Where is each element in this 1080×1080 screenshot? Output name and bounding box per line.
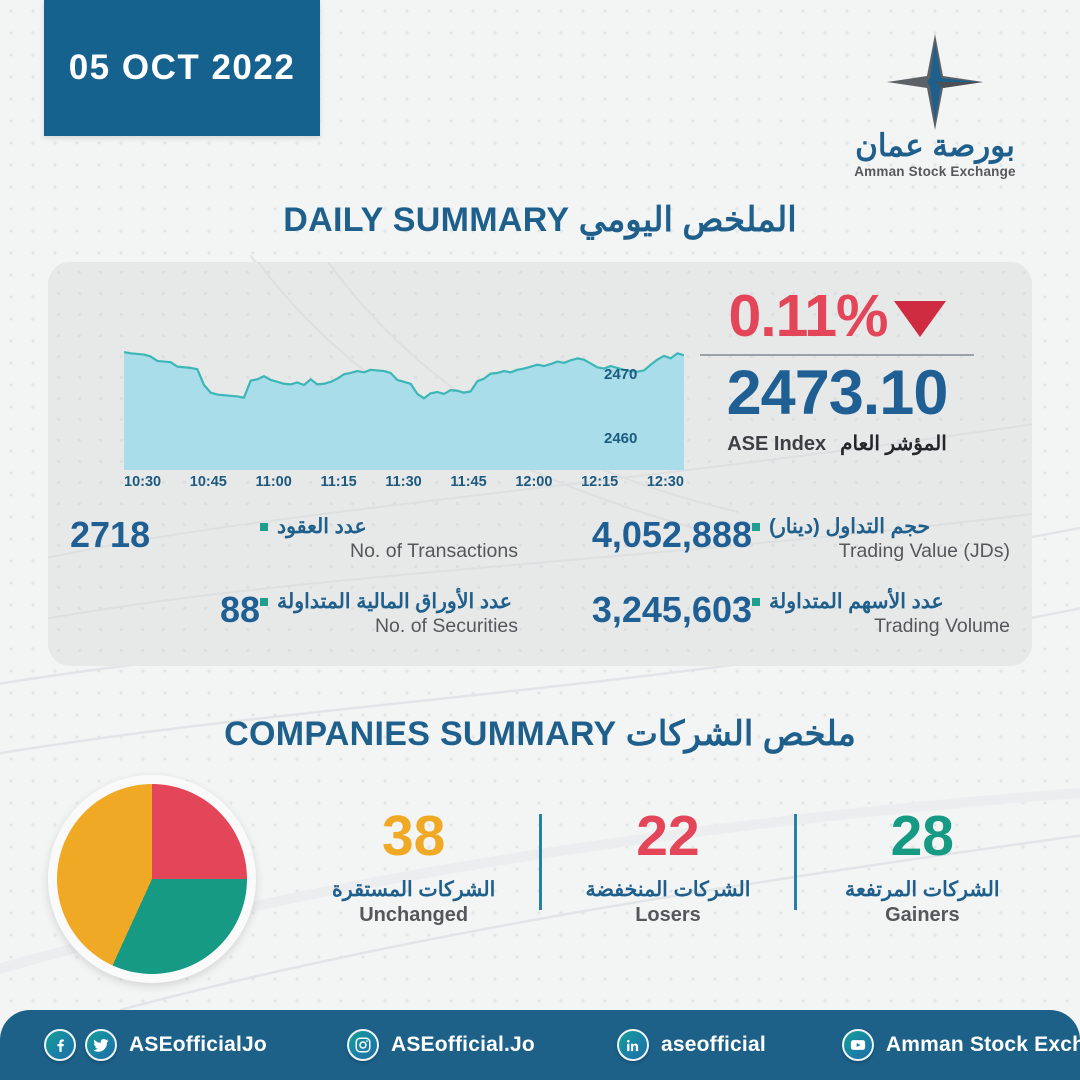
companies-summary-title-en: COMPANIES SUMMARY [224, 715, 617, 753]
stat-label-en: Trading Volume [874, 615, 1010, 637]
stat-label-ar: عدد العقود [277, 515, 367, 538]
social-footer-bar: ASEofficialJo ASEofficial.Jo aseofficial [0, 1010, 1080, 1080]
index-caption: ASE Index المؤشر العام [678, 431, 996, 456]
x-tick: 10:30 [124, 474, 162, 490]
companies-losers-value: 22 [636, 804, 700, 868]
x-tick: 12:30 [646, 474, 684, 490]
social-label[interactable]: aseofficial [660, 1033, 766, 1056]
x-tick: 12:00 [515, 474, 553, 490]
ase-index-block: 0.11% 2473.10 ASE Index المؤشر العام [678, 282, 996, 456]
stat-label-en: Trading Value (JDs) [838, 540, 1010, 562]
companies-gainers-label-en: Gainers [885, 904, 960, 926]
companies-gainers: 28 الشركات المرتفعة Gainers [797, 808, 1048, 927]
stat-trading-volume: 3,245,603 عدد الأسهم المتداولة Trading V… [540, 589, 1032, 638]
index-intraday-chart [124, 340, 684, 470]
twitter-icon[interactable] [85, 1029, 117, 1061]
stats-row-1: 2718 عدد العقود No. of Transactions 4,05… [48, 514, 1032, 563]
daily-summary-card: 10:30 10:45 11:00 11:15 11:30 11:45 12:0… [48, 262, 1032, 666]
stats-row-2: 88 عدد الأوراق المالية المتداولة No. of … [48, 589, 1032, 638]
index-value: 2473.10 [726, 358, 949, 428]
chart-y-tick-upper: 2470 [604, 366, 638, 383]
bullet-square-icon [260, 597, 268, 606]
index-caption-ar: المؤشر العام [840, 432, 947, 455]
daily-summary-title-en: DAILY SUMMARY [283, 201, 570, 239]
daily-summary-title-ar: الملخص اليومي [578, 201, 797, 239]
daily-summary-title: DAILY SUMMARY الملخص اليومي [0, 200, 1080, 240]
vertical-divider [793, 814, 797, 910]
stat-label-en: No. of Transactions [350, 540, 518, 562]
social-label[interactable]: ASEofficialJo [129, 1033, 267, 1056]
stat-value: 4,052,888 [591, 514, 752, 555]
instagram-icon[interactable] [346, 1029, 379, 1061]
stat-securities: 88 عدد الأوراق المالية المتداولة No. of … [48, 589, 540, 638]
companies-unchanged-label-en: Unchanged [359, 904, 469, 926]
linkedin-icon[interactable] [616, 1029, 649, 1061]
vertical-divider [539, 814, 543, 910]
stat-label-en: No. of Securities [374, 615, 518, 637]
companies-unchanged-value: 38 [381, 804, 446, 868]
stat-value: 3,245,603 [591, 589, 752, 630]
bullet-square-icon [752, 522, 760, 531]
companies-stats-row: 38 الشركات المستقرة Unchanged 22 الشركات… [288, 808, 1048, 958]
social-link-facebook-twitter[interactable]: ASEofficialJo [44, 1029, 267, 1061]
stat-transactions: 2718 عدد العقود No. of Transactions [48, 514, 540, 563]
date-badge: 05 OCT 2022 [44, 0, 320, 136]
companies-pie-chart [57, 784, 247, 974]
ase-logo: بورصة عمان Amman Stock Exchange [830, 30, 1040, 179]
four-point-star-icon [887, 34, 983, 130]
stat-value: 2718 [70, 514, 151, 555]
facebook-icon[interactable] [44, 1029, 76, 1061]
social-link-instagram[interactable]: ASEofficial.Jo [346, 1029, 535, 1061]
stat-trading-value: 4,052,888 حجم التداول (دينار) Trading Va… [540, 514, 1032, 563]
x-tick: 11:30 [385, 474, 422, 490]
index-change-row: 0.11% [678, 282, 996, 350]
stat-label-ar: حجم التداول (دينار) [769, 515, 931, 538]
companies-gainers-label-ar: الشركات المرتفعة [845, 878, 1000, 901]
social-link-linkedin[interactable]: aseofficial [616, 1029, 766, 1061]
chart-y-tick-lower: 2460 [604, 430, 638, 447]
logo-english-text: Amman Stock Exchange [854, 164, 1016, 179]
companies-losers-label-ar: الشركات المنخفضة [585, 878, 751, 901]
bullet-square-icon [260, 522, 268, 531]
companies-summary-title: COMPANIES SUMMARY ملخص الشركات [0, 714, 1080, 754]
arrow-down-icon [893, 301, 946, 337]
x-tick: 12:15 [581, 474, 619, 490]
date-text: 05 OCT 2022 [68, 48, 296, 87]
index-change-pct: 0.11% [728, 283, 888, 349]
chart-x-axis: 10:30 10:45 11:00 11:15 11:30 11:45 12:0… [124, 474, 684, 490]
companies-losers: 22 الشركات المنخفضة Losers [542, 808, 793, 927]
x-tick: 10:45 [189, 474, 227, 490]
social-label[interactable]: ASEofficial.Jo [390, 1033, 535, 1056]
stat-label-ar: عدد الأسهم المتداولة [769, 590, 944, 613]
companies-gainers-value: 28 [890, 804, 955, 868]
companies-unchanged-label-ar: الشركات المستقرة [332, 878, 496, 901]
social-label[interactable]: Amman Stock Exchange [885, 1033, 1080, 1056]
divider-line [700, 354, 974, 356]
index-caption-en: ASE Index [727, 432, 827, 455]
bullet-square-icon [752, 597, 760, 606]
x-tick: 11:15 [320, 474, 357, 490]
x-tick: 11:45 [450, 474, 487, 490]
social-link-youtube[interactable]: Amman Stock Exchange [841, 1029, 1080, 1061]
stat-value: 88 [219, 589, 260, 630]
logo-arabic-text: بورصة عمان [855, 128, 1015, 163]
companies-losers-label-en: Losers [635, 904, 701, 926]
stat-label-ar: عدد الأوراق المالية المتداولة [277, 590, 513, 613]
youtube-icon[interactable] [841, 1029, 874, 1061]
x-tick: 11:00 [255, 474, 292, 490]
companies-unchanged: 38 الشركات المستقرة Unchanged [288, 808, 539, 927]
summary-stats: 2718 عدد العقود No. of Transactions 4,05… [48, 514, 1032, 638]
companies-pie-ring [48, 775, 256, 983]
companies-summary-title-ar: ملخص الشركات [625, 715, 856, 753]
